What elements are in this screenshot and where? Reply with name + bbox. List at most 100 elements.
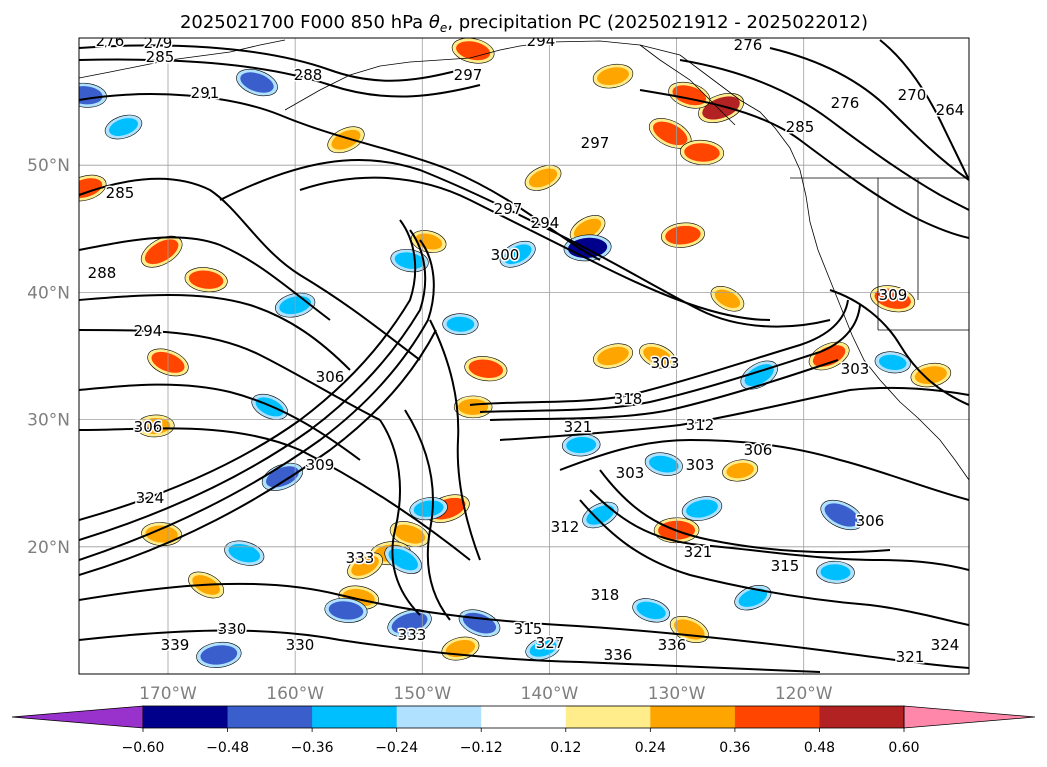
- gridlines: [79, 38, 969, 674]
- chart-title: 2025021700 F000 850 hPa θe, precipitatio…: [180, 12, 868, 35]
- precip-cell: [445, 639, 476, 658]
- contour-label: 294: [134, 322, 163, 340]
- contour-label: 303: [686, 456, 715, 474]
- colorbar-frame: [142, 705, 905, 729]
- latitude-tick-label: 30°N: [27, 411, 70, 431]
- colorbar-tick-label: −0.24: [375, 740, 418, 756]
- contour-label: 324: [136, 489, 165, 507]
- precip-cell: [686, 499, 718, 518]
- contour-label: 276: [96, 32, 125, 50]
- contour-line: [489, 359, 839, 421]
- contour-line: [79, 239, 435, 561]
- coastline-british-columbia: [719, 84, 969, 481]
- contour-line: [79, 177, 421, 361]
- precip-cell: [328, 601, 364, 620]
- coastlines: [79, 39, 969, 481]
- precip-cell: [388, 548, 418, 571]
- colorbar-extend-high: [903, 705, 1036, 729]
- precip-cell: [458, 398, 489, 415]
- colorbar-extend-low: [11, 705, 144, 729]
- contour-line: [79, 219, 417, 521]
- title-theta-symbol: θ: [429, 12, 440, 33]
- contour-label: 309: [879, 286, 908, 304]
- contour-line: [79, 329, 437, 576]
- precip-cell: [415, 233, 443, 250]
- contour-label: 324: [931, 636, 960, 654]
- contour-line: [79, 582, 969, 669]
- precip-cell: [394, 252, 425, 269]
- contour-label: 264: [936, 101, 965, 119]
- contour-label: 312: [686, 416, 715, 434]
- contour-label: 285: [106, 184, 135, 202]
- colorbar-tick-label: −0.48: [206, 740, 249, 756]
- colorbar-segment: [650, 706, 736, 728]
- contour-line: [879, 39, 969, 181]
- contour-label: 321: [564, 418, 593, 436]
- colorbar-tick-label: 0.60: [888, 740, 919, 756]
- contour-line: [639, 89, 969, 239]
- contour-label: 285: [786, 118, 815, 136]
- precip-cell: [586, 505, 615, 525]
- precip-cell: [140, 417, 171, 434]
- contour-label: 288: [88, 264, 117, 282]
- coastline-west-coast: [639, 44, 736, 126]
- colorbar-segment: [312, 706, 398, 728]
- longitude-tick-label: 140°W: [521, 684, 579, 704]
- contour-line: [79, 294, 351, 371]
- contour-label: 270: [898, 86, 927, 104]
- colorbar-tick-label: 0.36: [719, 740, 750, 756]
- colorbar-tick-label: 0.48: [804, 740, 835, 756]
- precip-cell: [228, 543, 261, 563]
- precip-cell: [820, 564, 851, 581]
- contour-line: [579, 499, 969, 626]
- theta-e-contours: [79, 39, 969, 673]
- title-rest: , precipitation PC (2025021912 - 2025022…: [447, 12, 868, 33]
- latitude-tick-labels: 20°N 30°N 40°N 50°N: [27, 156, 70, 558]
- precip-cell: [468, 359, 504, 378]
- colorbar-tick-label: 0.12: [550, 740, 581, 756]
- colorbar-segment: [396, 706, 482, 728]
- contour-label: 294: [531, 214, 560, 232]
- contour-label: 300: [491, 246, 520, 264]
- colorbar-segment: [734, 706, 820, 728]
- contour-label: 288: [294, 66, 323, 84]
- contour-label: 333: [398, 626, 427, 644]
- contour-label: 306: [316, 368, 345, 386]
- contour-line: [79, 329, 381, 421]
- contour-line: [499, 386, 969, 441]
- precip-cell: [824, 503, 860, 527]
- contour-line: [79, 629, 821, 673]
- precip-cell: [109, 118, 138, 136]
- precip-cell: [653, 121, 688, 146]
- contour-label: 333: [346, 549, 375, 567]
- contour-label: 336: [604, 646, 633, 664]
- precip-cell: [393, 524, 426, 544]
- contour-label: 339: [161, 636, 190, 654]
- contour-label: 306: [134, 418, 163, 436]
- contour-line: [589, 489, 969, 571]
- colorbar-segment: [143, 706, 229, 728]
- precip-cell: [145, 525, 178, 543]
- precip-cell: [914, 366, 947, 384]
- colorbar-tick-label: −0.60: [122, 740, 165, 756]
- latitude-tick-label: 50°N: [27, 156, 70, 176]
- coastline-aleutians: [79, 39, 286, 79]
- contour-label: 306: [744, 441, 773, 459]
- precip-cell: [573, 218, 602, 239]
- precip-cell: [878, 354, 907, 370]
- contour-label: 321: [896, 648, 925, 666]
- precip-cell: [643, 346, 672, 366]
- contour-label: 303: [651, 354, 680, 372]
- contour-label: 321: [684, 543, 713, 561]
- contour-line: [479, 304, 861, 413]
- precip-cell: [726, 462, 754, 479]
- longitude-tick-label: 150°W: [393, 684, 451, 704]
- precip-cell: [200, 645, 238, 665]
- longitude-tick-label: 130°W: [648, 684, 706, 704]
- contour-label: 315: [514, 620, 543, 638]
- contour-line: [79, 236, 331, 321]
- colorbar-segment: [227, 706, 313, 728]
- contour-label: 297: [494, 200, 523, 218]
